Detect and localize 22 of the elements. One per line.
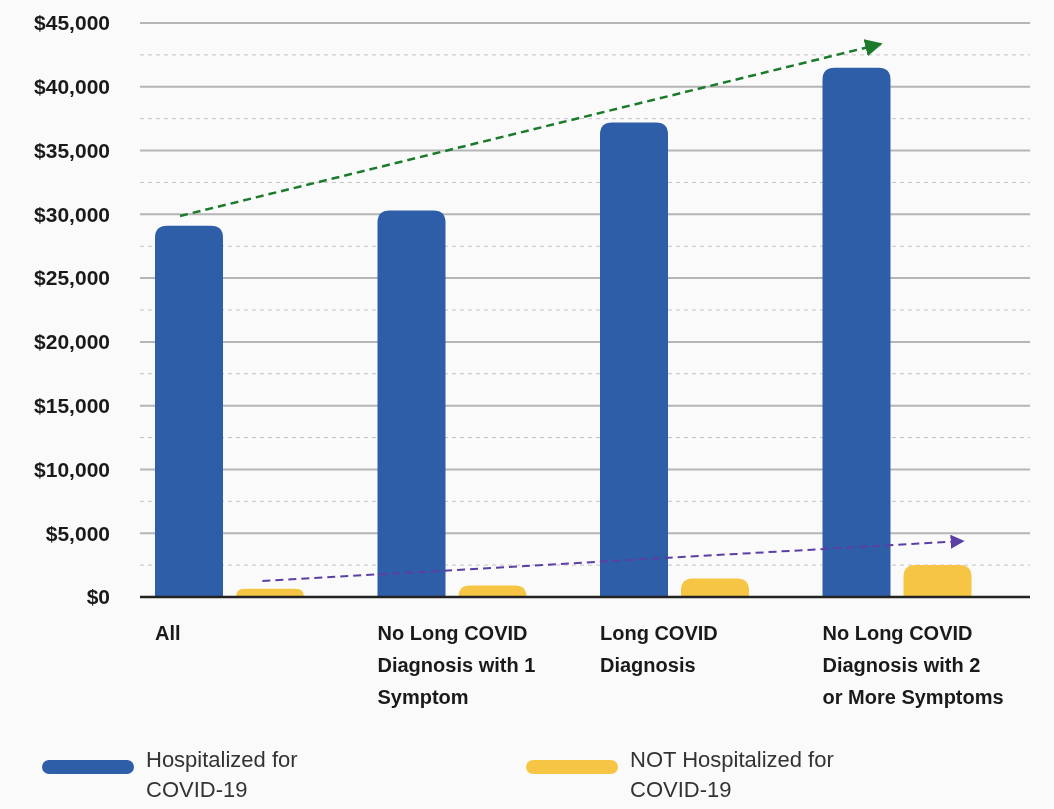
bar <box>681 578 749 597</box>
x-tick-label: All <box>155 622 181 644</box>
bar <box>600 122 668 597</box>
y-tick-label: $10,000 <box>34 457 110 481</box>
y-tick-label: $0 <box>86 585 110 609</box>
y-tick-label: $30,000 <box>34 202 110 226</box>
x-tick-label: No Long COVID Diagnosis with 1 Symptom <box>377 622 536 708</box>
y-tick-label: $35,000 <box>34 138 110 162</box>
bar <box>822 67 891 597</box>
y-tick-label: $45,000 <box>34 11 110 35</box>
legend-label: NOT Hospitalized for COVID-19 <box>630 747 834 802</box>
bar <box>377 210 446 597</box>
y-tick-label: $40,000 <box>34 75 110 99</box>
y-tick-label: $5,000 <box>45 521 110 545</box>
x-tick-label: Long COVID Diagnosis <box>600 622 718 676</box>
bar <box>155 225 223 597</box>
bar <box>903 565 972 597</box>
legend-label: Hospitalized for COVID-19 <box>146 747 298 802</box>
x-tick-label: No Long COVID Diagnosis with 2 or More Symptoms <box>822 622 1004 708</box>
y-tick-label: $25,000 <box>34 266 110 290</box>
y-tick-label: $20,000 <box>34 330 110 354</box>
y-tick-label: $15,000 <box>34 394 110 418</box>
